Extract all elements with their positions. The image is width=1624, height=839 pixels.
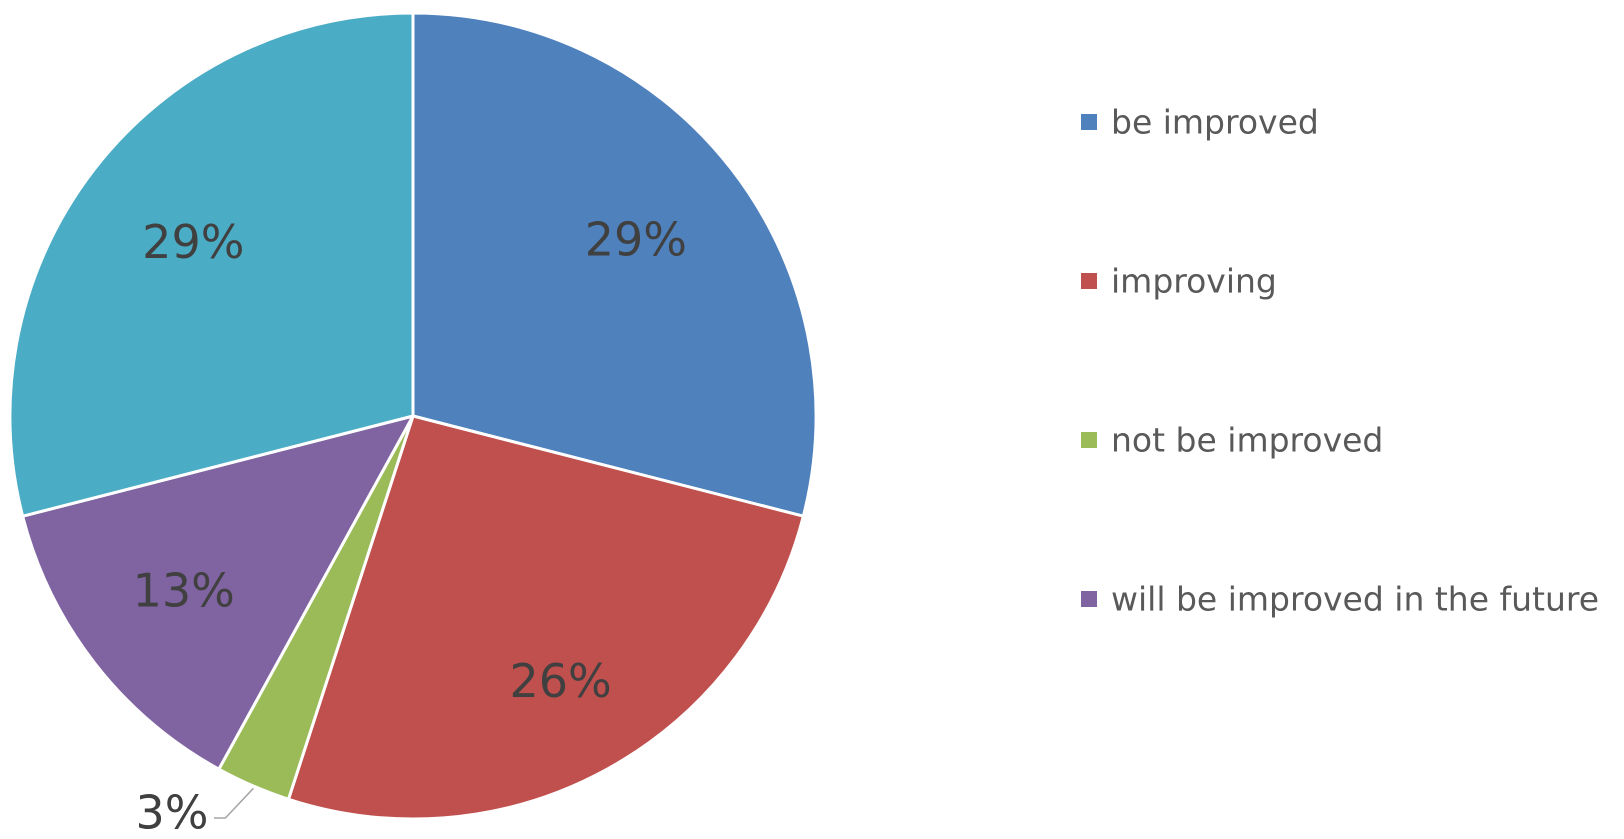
legend-swatch (1081, 114, 1097, 130)
pie-slice-be-improved-0 (411, 11, 818, 518)
pie-label-unnamed-4: 29% (142, 215, 244, 269)
pie-label-improving-1: 26% (509, 654, 611, 708)
legend-label: improving (1111, 262, 1277, 301)
pie-label-will-be-improved-in-the-future-3: 13% (133, 563, 235, 617)
legend-item-be-improved-0: be improved (1081, 103, 1319, 142)
pie-slice-will-be-improved-in-the-future-3 (21, 414, 415, 771)
pie-data-labels: 29% 26% 3% 13% 29% (133, 213, 687, 839)
legend-label: not be improved (1111, 421, 1383, 460)
legend-item-improving-1: improving (1081, 262, 1277, 301)
legend-swatch (1081, 432, 1097, 448)
legend-swatch (1081, 273, 1097, 289)
pie-label-be-improved-0: 29% (585, 213, 687, 267)
pie-slice-unnamed-4 (8, 11, 415, 518)
legend-item-not-be-improved-2: not be improved (1081, 421, 1383, 460)
legend-label: be improved (1111, 103, 1319, 142)
legend-item-will-be-improved-in-the-future-3: will be improved in the future (1081, 580, 1599, 619)
legend-label: will be improved in the future (1111, 580, 1599, 619)
pie-slices (8, 11, 818, 821)
legend-swatch (1081, 591, 1097, 607)
pie-slice-improving-1 (286, 414, 805, 821)
pie-label-not-be-improved-2: 3% (136, 786, 209, 839)
pie-leader-line-not-be-improved-2 (214, 787, 254, 819)
legend: be improved improving not be improved will … (1081, 103, 1599, 619)
